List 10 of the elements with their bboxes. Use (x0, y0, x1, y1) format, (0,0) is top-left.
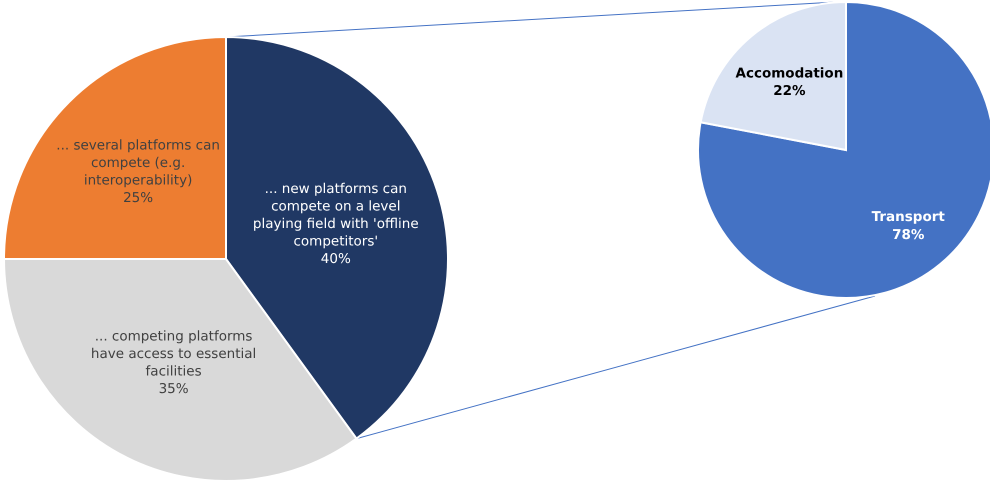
data-label: 35% (158, 380, 189, 397)
slice-label: ... several platforms can compete (e.g. interoperability) (56, 137, 220, 189)
data-label: 25% (123, 190, 154, 206)
slice-label: ... new platforms can compete on a level playing field with 'offline competitors' (252, 180, 419, 250)
slice-label: Accomodation (735, 66, 844, 82)
slice-label: ... competing platforms have access to essential facilities (90, 328, 256, 380)
data-label: 40% (320, 251, 351, 268)
data-label: 22% (773, 83, 806, 100)
data-label: 78% (892, 226, 925, 243)
slice-label: Transport (872, 209, 946, 226)
